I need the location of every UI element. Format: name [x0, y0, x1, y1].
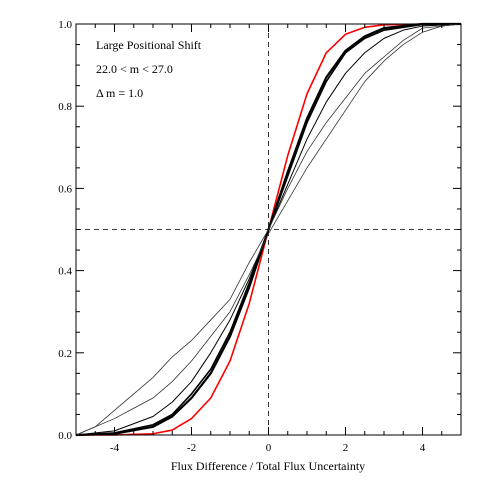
ticks-layer: -4 -2 0 2 4 0.0 0.2 0.4 0.6 0.8 1.0: [58, 19, 462, 454]
plot-frame: [75, 23, 462, 436]
series-line-4: [75, 23, 462, 436]
y-tick-label: 1.0: [58, 19, 72, 31]
x-tick-label: -2: [187, 442, 196, 454]
x-tick-label: -4: [110, 442, 120, 454]
y-tick-label: 0.4: [58, 266, 72, 278]
x-tick-label: 4: [420, 442, 426, 454]
y-tick-label: 0.8: [58, 101, 72, 113]
x-tick-label: 2: [343, 442, 349, 454]
y-tick-label: 0.0: [58, 430, 72, 442]
y-tick-label: 0.6: [58, 183, 72, 195]
series-line-6: [75, 23, 462, 436]
x-axis-label: Flux Difference / Total Flux Uncertainty: [171, 459, 365, 473]
x-tick-label: 0: [266, 442, 272, 454]
annotation-delta-m: Δ m = 1.0: [96, 86, 143, 100]
series-line-5: [75, 23, 462, 436]
series-layer: [75, 22, 462, 437]
annotation-mag-range: 22.0 < m < 27.0: [96, 62, 173, 76]
annotation-title: Large Positional Shift: [96, 38, 202, 52]
y-tick-label: 0.2: [58, 348, 72, 360]
